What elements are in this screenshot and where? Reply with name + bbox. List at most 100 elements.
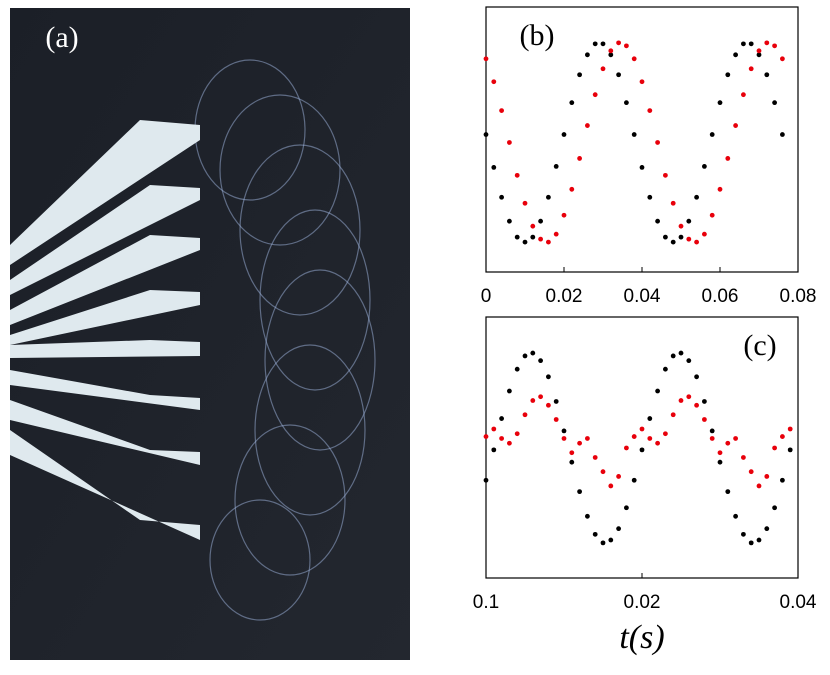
data-point bbox=[787, 447, 793, 453]
data-point bbox=[616, 72, 621, 78]
data-point bbox=[655, 440, 660, 446]
data-point bbox=[663, 234, 668, 240]
data-point bbox=[702, 231, 707, 237]
data-point bbox=[780, 477, 785, 483]
data-point bbox=[639, 447, 645, 453]
data-point bbox=[538, 218, 543, 224]
data-point bbox=[608, 48, 614, 54]
data-point bbox=[670, 239, 676, 245]
data-point bbox=[709, 428, 715, 434]
data-point bbox=[561, 436, 567, 441]
data-point bbox=[483, 434, 489, 439]
data-point bbox=[624, 100, 629, 106]
data-point bbox=[655, 140, 660, 145]
data-point bbox=[483, 477, 489, 483]
data-point bbox=[780, 434, 785, 439]
data-point bbox=[741, 41, 746, 47]
data-point bbox=[655, 218, 660, 224]
data-point bbox=[585, 513, 590, 519]
data-point bbox=[553, 417, 559, 422]
data-point bbox=[647, 436, 653, 441]
data-point bbox=[748, 41, 754, 47]
data-point bbox=[670, 353, 676, 359]
x-tick-label: 0.04 bbox=[624, 286, 661, 307]
data-point bbox=[678, 234, 684, 240]
data-point bbox=[624, 43, 629, 49]
data-point bbox=[663, 366, 668, 372]
data-point bbox=[561, 132, 567, 137]
panel-label: (a) bbox=[45, 21, 78, 54]
data-point bbox=[514, 366, 520, 372]
data-point bbox=[522, 200, 528, 206]
data-point bbox=[569, 100, 575, 106]
data-point bbox=[553, 163, 559, 169]
data-point bbox=[538, 236, 543, 242]
data-point bbox=[631, 56, 637, 62]
data-point bbox=[694, 374, 699, 380]
data-point bbox=[764, 40, 770, 46]
data-point bbox=[733, 52, 738, 58]
data-point bbox=[725, 72, 731, 78]
data-point bbox=[585, 436, 590, 441]
data-point bbox=[514, 431, 520, 437]
data-point bbox=[507, 218, 512, 224]
data-point bbox=[600, 540, 606, 546]
data-point bbox=[530, 234, 536, 240]
data-point bbox=[616, 40, 621, 46]
data-point bbox=[639, 79, 645, 85]
data-point bbox=[655, 388, 660, 394]
data-point bbox=[756, 48, 762, 54]
data-point bbox=[702, 417, 707, 422]
data-point bbox=[569, 450, 575, 456]
data-point bbox=[709, 132, 715, 137]
data-point bbox=[725, 440, 731, 446]
data-point bbox=[686, 218, 692, 224]
data-point bbox=[483, 56, 489, 62]
data-point bbox=[522, 239, 528, 245]
x-axis-label: t(s) bbox=[619, 619, 664, 656]
data-point bbox=[631, 132, 637, 137]
data-point bbox=[522, 412, 528, 418]
data-point bbox=[608, 537, 614, 543]
data-point bbox=[631, 477, 637, 483]
data-point bbox=[764, 474, 770, 479]
data-point bbox=[585, 123, 590, 128]
data-point bbox=[491, 79, 497, 85]
panel-label: (c) bbox=[743, 329, 776, 362]
data-point bbox=[772, 505, 777, 511]
data-point bbox=[585, 52, 590, 58]
data-point bbox=[522, 353, 528, 359]
data-point bbox=[686, 236, 692, 242]
data-point bbox=[507, 140, 512, 145]
data-point bbox=[772, 100, 777, 106]
data-point bbox=[647, 416, 653, 421]
data-point bbox=[741, 455, 746, 460]
x-tick-label: 0 bbox=[481, 286, 492, 307]
data-point bbox=[709, 212, 715, 218]
data-point bbox=[530, 398, 536, 403]
data-point bbox=[764, 526, 770, 532]
data-point bbox=[553, 399, 559, 404]
data-point bbox=[756, 52, 762, 58]
data-point bbox=[694, 402, 699, 408]
data-point bbox=[483, 132, 489, 137]
data-point bbox=[647, 194, 653, 200]
data-point bbox=[787, 426, 793, 432]
data-point bbox=[600, 41, 606, 47]
data-point bbox=[670, 200, 676, 206]
data-point bbox=[538, 358, 543, 364]
data-point bbox=[772, 445, 777, 451]
data-point bbox=[733, 513, 738, 519]
data-point bbox=[678, 350, 684, 356]
data-point bbox=[499, 108, 504, 114]
data-point bbox=[772, 43, 777, 49]
data-point bbox=[717, 459, 723, 465]
data-point bbox=[748, 469, 754, 475]
x-tick-label: 0.02 bbox=[546, 286, 583, 307]
data-point bbox=[624, 505, 629, 511]
data-point bbox=[624, 445, 629, 451]
data-point bbox=[694, 239, 699, 245]
data-point bbox=[577, 440, 582, 446]
data-point bbox=[569, 459, 575, 465]
